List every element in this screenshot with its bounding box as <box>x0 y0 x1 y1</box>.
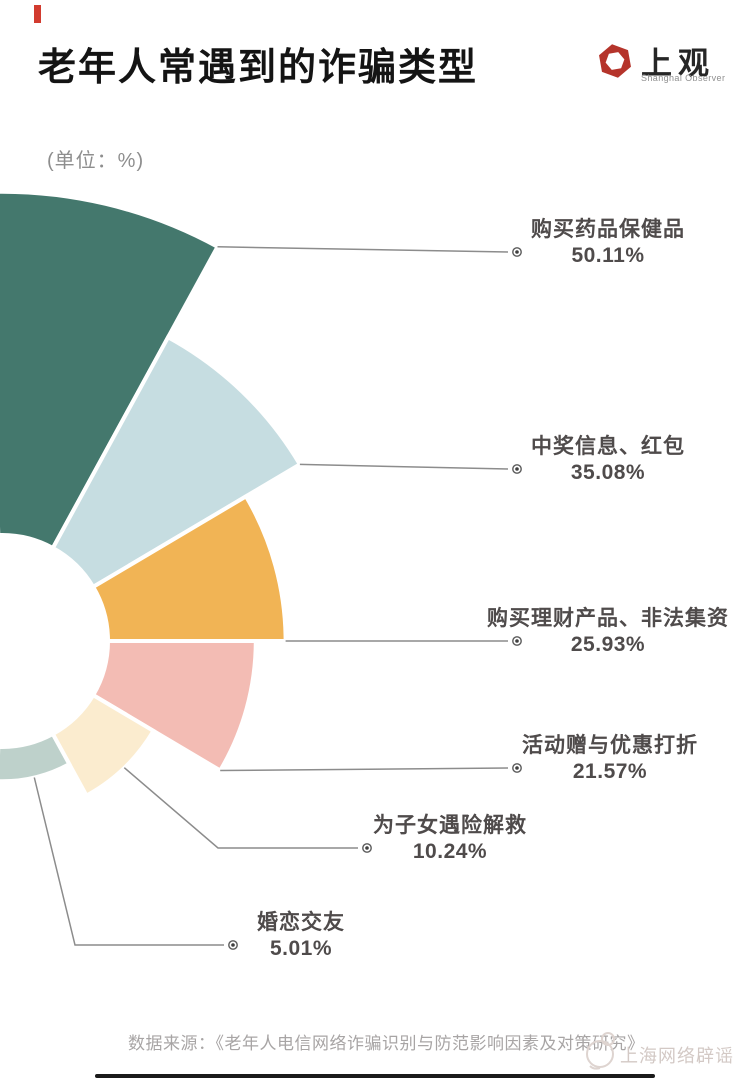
data-source-note: 数据来源：《老年人电信网络诈骗识别与防范影响因素及对策研究》 <box>128 1034 645 1053</box>
rose-sector-5 <box>0 731 73 784</box>
red-accent-mark <box>34 5 41 23</box>
leader-dot-core-2 <box>515 639 519 643</box>
slice-label-name: 活动赠与优惠打折 <box>522 734 698 757</box>
slice-label-2: 购买理财产品、非法集资 25.93% <box>458 606 750 658</box>
hexagon-logo-icon <box>599 44 631 78</box>
shanghai-observer-logo: 上观 Shanghai Observer <box>597 40 727 86</box>
slice-label-name: 购买理财产品、非法集资 <box>487 607 729 630</box>
leader-dot-core-4 <box>365 846 369 850</box>
slice-label-value: 5.01% <box>269 937 333 960</box>
rose-sector-3 <box>90 639 258 774</box>
page-title: 老年人常遇到的诈骗类型 <box>38 47 479 89</box>
unit-note: (单位：%) <box>47 150 145 172</box>
logo-subtitle-text: Shanghai Observer <box>641 73 726 83</box>
leader-line-4 <box>123 767 358 849</box>
leader-line-0 <box>217 246 509 253</box>
slice-label-0: 购买药品保健品 50.11% <box>458 217 750 269</box>
slice-label-value: 35.08% <box>570 461 646 484</box>
rose-sector-1 <box>50 334 303 590</box>
slice-label-value: 21.57% <box>572 760 648 783</box>
watermark-text: 上海网络辟谣 <box>620 1046 734 1066</box>
bottom-divider <box>95 1074 655 1078</box>
slice-label-3: 活动赠与优惠打折 21.57% <box>460 733 750 785</box>
leader-dot-core-5 <box>231 943 235 947</box>
slice-label-1: 中奖信息、红包 35.08% <box>458 434 750 486</box>
slice-label-value: 10.24% <box>412 840 488 863</box>
rose-sector-0 <box>0 189 221 551</box>
slice-label-4: 为子女遇险解救 10.24% <box>300 813 600 865</box>
leader-line-5 <box>33 777 224 946</box>
slice-label-name: 中奖信息、红包 <box>531 435 685 458</box>
watermark-logo-icon <box>586 1032 615 1070</box>
rose-sector-2 <box>90 493 288 643</box>
logo-brand-text: 上观 <box>641 46 715 81</box>
slice-label-name: 为子女遇险解救 <box>373 814 527 837</box>
slice-label-5: 婚恋交友 5.01% <box>151 910 451 962</box>
rose-sector-4 <box>50 692 157 799</box>
leader-dot-core-1 <box>515 467 519 471</box>
slice-label-name: 婚恋交友 <box>257 911 345 934</box>
slice-label-name: 购买药品保健品 <box>531 218 685 241</box>
slice-label-value: 25.93% <box>570 633 646 656</box>
leader-line-3 <box>220 767 509 772</box>
leader-dot-core-0 <box>515 250 519 254</box>
slice-label-value: 50.11% <box>571 244 645 267</box>
leader-dot-core-3 <box>515 766 519 770</box>
leader-line-1 <box>299 463 509 470</box>
